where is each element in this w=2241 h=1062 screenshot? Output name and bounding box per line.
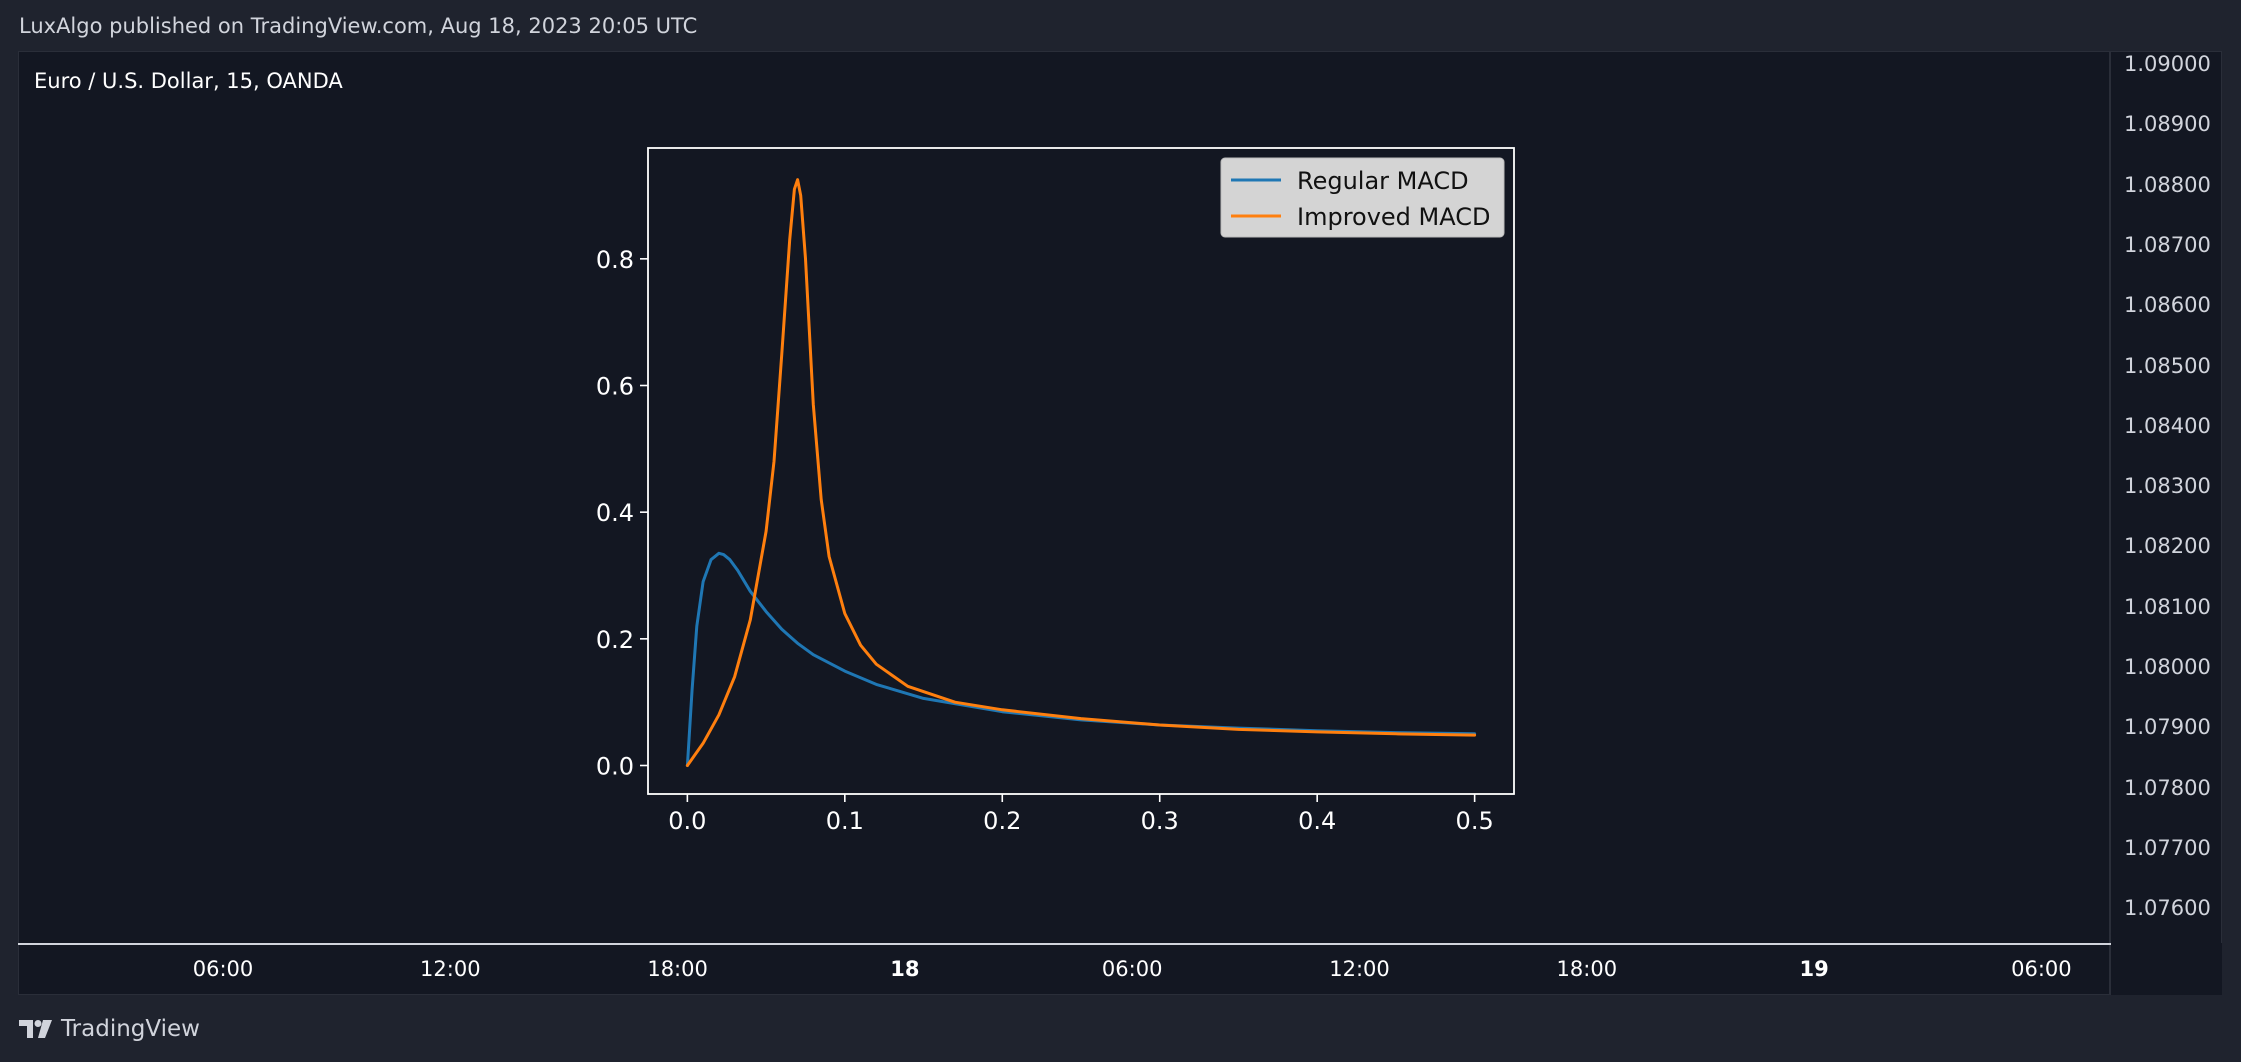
price-tick: 1.07600	[2124, 896, 2211, 921]
y-tick-label: 0.2	[596, 626, 634, 654]
time-tick: 19	[1799, 957, 1829, 981]
x-tick-label: 0.1	[826, 807, 864, 835]
time-tick: 06:00	[192, 957, 254, 981]
symbol-title: Euro / U.S. Dollar, 15, OANDA	[34, 69, 343, 93]
legend-label: Regular MACD	[1297, 167, 1469, 195]
y-tick-label: 0.0	[596, 753, 634, 781]
x-tick-label: 0.5	[1456, 807, 1494, 835]
price-tick: 1.08500	[2124, 353, 2211, 378]
price-tick: 1.08400	[2124, 413, 2211, 438]
legend-label: Improved MACD	[1297, 203, 1491, 231]
price-tick: 1.07800	[2124, 775, 2211, 800]
price-tick: 1.07700	[2124, 835, 2211, 860]
y-tick-label: 0.6	[596, 373, 634, 401]
y-tick-label: 0.4	[596, 499, 634, 527]
plot-frame	[647, 147, 1515, 795]
price-tick: 1.07900	[2124, 715, 2211, 740]
tradingview-logo[interactable]: TradingView	[19, 1016, 200, 1042]
published-header: LuxAlgo published on TradingView.com, Au…	[19, 14, 698, 38]
price-tick: 1.08800	[2124, 172, 2211, 197]
legend-box	[1220, 157, 1505, 238]
x-tick-label: 0.3	[1141, 807, 1179, 835]
tradingview-logo-icon	[19, 1020, 52, 1038]
x-tick-label: 0.4	[1298, 807, 1336, 835]
x-tick-label: 0.0	[668, 807, 706, 835]
series-line-improved-macd	[685, 178, 1477, 767]
price-tick: 1.08300	[2124, 474, 2211, 499]
price-tick: 1.08600	[2124, 293, 2211, 318]
x-tick-label: 0.2	[983, 807, 1021, 835]
time-tick: 06:00	[1101, 957, 1163, 981]
price-tick: 1.08000	[2124, 655, 2211, 679]
price-tick: 1.08700	[2124, 232, 2211, 257]
price-axis-divider	[2109, 51, 2111, 995]
time-tick: 18	[890, 957, 920, 981]
time-tick: 12:00	[420, 957, 481, 981]
time-tick: 18:00	[1556, 957, 1618, 981]
price-tick: 1.08100	[2124, 594, 2211, 619]
time-tick: 06:00	[2011, 957, 2072, 981]
y-tick-label: 0.8	[596, 246, 634, 274]
time-tick: 18:00	[647, 957, 708, 981]
time-axis-divider	[18, 943, 2222, 945]
chart-pane[interactable]	[18, 51, 2222, 995]
axis-corner	[2111, 943, 2222, 995]
price-tick: 1.08900	[2124, 112, 2211, 137]
price-tick: 1.08200	[2124, 534, 2211, 559]
price-tick: 1.09000	[2124, 52, 2211, 76]
footer-brand: TradingView	[61, 1016, 200, 1042]
time-tick: 12:00	[1329, 957, 1390, 981]
